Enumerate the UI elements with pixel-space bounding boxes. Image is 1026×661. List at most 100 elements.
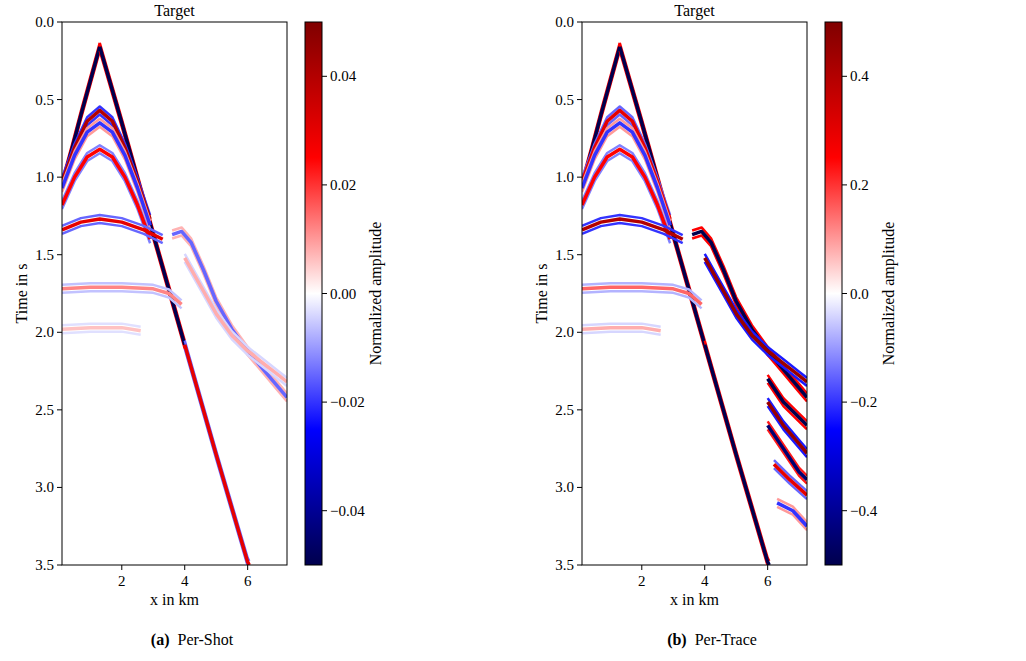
colorbar-tick-label: −0.4 [850,503,878,519]
y-tick [577,99,582,100]
x-tick-label: 6 [764,573,772,589]
y-tick-label: 2.0 [35,324,54,340]
event [705,258,807,382]
colorbar-tick-label: 0.2 [850,177,869,193]
y-tick [57,332,62,333]
y-tick-label: 0.0 [35,14,54,30]
colorbar [305,22,322,565]
wavelet-lobe [768,421,807,475]
colorbar-tick [842,76,847,77]
title: Target [674,2,715,20]
wavelet-lobe [768,398,807,449]
y-tick-label: 1.5 [555,247,574,263]
y-tick [57,177,62,178]
wavelet-lobe [62,332,141,335]
panel: 2460.00.51.01.52.02.53.03.5Targetx in km… [13,2,385,649]
y-tick-label: 3.0 [35,479,54,495]
colorbar-tick-label: 0.00 [330,286,356,302]
x-tick [247,565,248,570]
wavelet-lobe [582,291,702,308]
y-tick [577,409,582,410]
y-tick-label: 1.0 [555,169,574,185]
y-tick-label: 2.5 [35,402,54,418]
colorbar [825,22,842,565]
panel: 2460.00.51.01.52.02.53.03.5Targetx in km… [533,2,897,649]
x-tick-label: 4 [181,573,189,589]
event [582,328,661,331]
event [172,231,287,397]
event [768,402,807,453]
y-tick [57,22,62,23]
event [62,219,163,239]
y-tick-label: 2.5 [555,402,574,418]
events [62,43,287,565]
caption: (b)Per-Trace [667,631,757,649]
colorbar-tick-label: −0.02 [330,394,365,410]
event [62,328,141,331]
event [185,345,250,565]
y-tick-label: 0.0 [555,14,574,30]
colorbar-tick [842,402,847,403]
y-tick [577,254,582,255]
y-tick [57,565,62,566]
colorbar-tick [322,76,327,77]
wavelet-lobe [774,468,807,499]
event [705,345,770,565]
y-tick [577,22,582,23]
colorbar-tick-label: −0.2 [850,394,877,410]
y-tick-label: 0.5 [35,92,54,108]
x-tick-label: 4 [701,573,709,589]
y-axis-title: Time in s [533,264,550,324]
y-tick [57,99,62,100]
y-tick [57,487,62,488]
caption-text: Per-Shot [177,631,233,648]
event [582,219,683,239]
colorbar-tick [322,402,327,403]
event [777,503,807,526]
figure: 2 4 6 0.0 0.5 1.0 1.5 2.0 2.5 3.0 3.5 Target x in km… [0,0,1026,661]
y-tick [57,254,62,255]
plot-area [62,22,287,565]
colorbar-tick [322,510,327,511]
y-tick [577,332,582,333]
wavelet-lobe [705,262,807,386]
wavelet-lobe [172,227,287,393]
y-tick [577,487,582,488]
colorbar-tick [842,293,847,294]
event [774,464,807,495]
caption-letter: (b) [667,631,687,649]
y-tick [57,409,62,410]
y-tick-label: 2.0 [555,324,574,340]
wavelet-lobe [185,254,287,378]
x-tick [767,565,768,570]
wavelet-lobe [582,332,661,335]
colorbar-tick-label: 0.04 [330,68,357,84]
colorbar-tick [842,184,847,185]
colorbar-tick-label: −0.04 [330,503,365,519]
x-tick [704,565,705,570]
colorbar-tick [842,510,847,511]
x-tick-label: 6 [244,573,252,589]
colorbar-tick-label: 0.4 [850,68,869,84]
wavelet-lobe [774,460,807,491]
event [692,231,807,397]
caption: (a) Per-Shot [151,631,234,649]
caption-letter: (a) [151,631,170,649]
x-tick-label: 2 [118,573,126,589]
wavelet-lobe [705,254,807,378]
event [582,287,702,304]
wavelet-lobe [185,262,287,386]
y-tick-label: 0.5 [555,92,574,108]
x-tick [121,565,122,570]
y-tick-label: 1.0 [35,169,54,185]
y-tick-label: 3.5 [35,557,54,573]
event [62,287,182,304]
x-axis-title: x in km [670,591,719,608]
x-tick-label: 2 [638,573,646,589]
y-tick [577,177,582,178]
y-tick-label: 1.5 [35,247,54,263]
y-tick [577,565,582,566]
colorbar-tick-label: 0.0 [850,286,869,302]
x-tick [184,565,185,570]
y-tick-label: 3.0 [555,479,574,495]
